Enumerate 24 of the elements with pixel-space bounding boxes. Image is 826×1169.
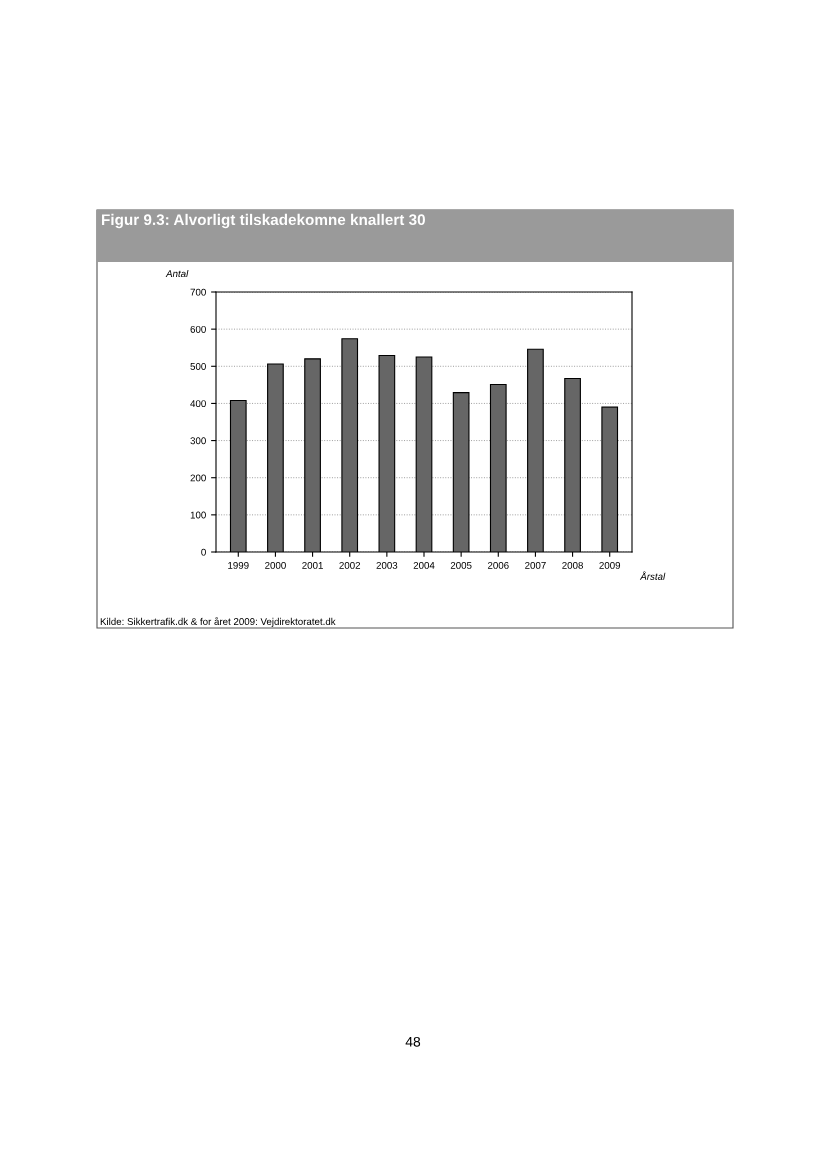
x-tick-label: 2007 — [525, 561, 546, 569]
x-tick-label: 1999 — [228, 561, 249, 569]
x-tick-label: 2002 — [339, 561, 361, 569]
x-tick-label: 2001 — [302, 561, 323, 569]
x-tick-label: 2000 — [265, 561, 286, 569]
x-axis-title: Årstal — [639, 571, 666, 580]
x-tick-label: 2006 — [487, 561, 509, 569]
y-tick-label: 300 — [190, 437, 206, 445]
x-tick-label: 2005 — [450, 561, 472, 569]
y-tick-label: 100 — [190, 511, 206, 519]
y-tick-label: 600 — [190, 325, 206, 333]
y-tick-label: 400 — [190, 400, 206, 408]
chart-title: Figur 9.3: Alvorligt tilskadekomne knallert 30 — [102, 213, 425, 229]
x-tick-label: 2003 — [376, 561, 398, 569]
y-tick-label: 500 — [190, 363, 206, 370]
x-tick-label: 2009 — [599, 561, 621, 569]
x-tick-label: 2004 — [413, 561, 435, 569]
y-tick-label: 0 — [201, 548, 206, 556]
y-tick-label: 700 — [190, 288, 206, 296]
x-tick-label: 2008 — [562, 561, 583, 569]
y-tick-label: 200 — [190, 474, 206, 482]
y-axis-title: Antal — [165, 269, 189, 278]
text: 48 — [405, 1036, 421, 1047]
text: Kilde: Sikkertrafik.dk & for året 2009: Vejdirektoratet.dk — [100, 617, 336, 627]
